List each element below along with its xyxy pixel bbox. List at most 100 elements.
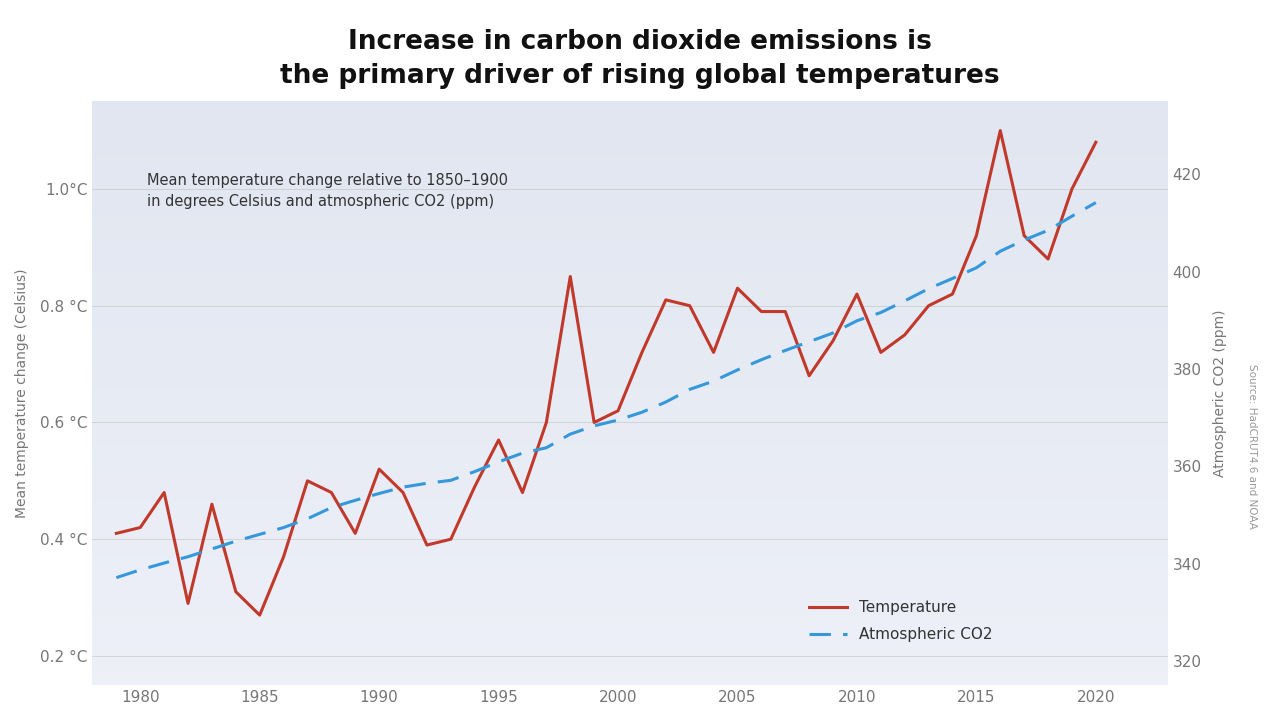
Bar bbox=[92, 405, 1167, 408]
Bar bbox=[92, 373, 1167, 376]
Bar bbox=[92, 504, 1167, 507]
Bar bbox=[92, 102, 1167, 104]
Bar bbox=[92, 379, 1167, 382]
Bar bbox=[92, 168, 1167, 171]
Bar bbox=[92, 143, 1167, 145]
Bar bbox=[92, 285, 1167, 288]
Bar bbox=[92, 318, 1167, 320]
Bar bbox=[92, 145, 1167, 148]
Bar bbox=[92, 633, 1167, 636]
Bar bbox=[92, 653, 1167, 656]
Bar bbox=[92, 467, 1167, 469]
Bar bbox=[92, 457, 1167, 460]
Bar bbox=[92, 125, 1167, 127]
Bar bbox=[92, 192, 1167, 195]
Bar bbox=[92, 166, 1167, 168]
Bar bbox=[92, 475, 1167, 478]
Bar bbox=[92, 639, 1167, 642]
Bar bbox=[92, 484, 1167, 487]
Bar bbox=[92, 256, 1167, 259]
Legend: Temperature, Atmospheric CO2: Temperature, Atmospheric CO2 bbox=[803, 594, 998, 648]
Bar bbox=[92, 423, 1167, 426]
Bar bbox=[92, 346, 1167, 349]
Bar bbox=[92, 665, 1167, 667]
Bar bbox=[92, 235, 1167, 238]
Bar bbox=[92, 104, 1167, 107]
Bar bbox=[92, 180, 1167, 183]
Bar bbox=[92, 238, 1167, 241]
Bar bbox=[92, 437, 1167, 440]
Bar bbox=[92, 495, 1167, 498]
Bar bbox=[92, 463, 1167, 467]
Bar bbox=[92, 487, 1167, 490]
Bar bbox=[92, 568, 1167, 571]
Bar bbox=[92, 451, 1167, 454]
Bar bbox=[92, 659, 1167, 662]
Bar bbox=[92, 460, 1167, 463]
Bar bbox=[92, 370, 1167, 373]
Bar bbox=[92, 271, 1167, 274]
Bar bbox=[92, 615, 1167, 618]
Bar bbox=[92, 127, 1167, 130]
Bar bbox=[92, 636, 1167, 639]
Bar bbox=[92, 341, 1167, 343]
Bar bbox=[92, 186, 1167, 189]
Bar bbox=[92, 195, 1167, 198]
Bar bbox=[92, 382, 1167, 384]
Bar bbox=[92, 215, 1167, 218]
Bar bbox=[92, 545, 1167, 548]
Bar bbox=[92, 154, 1167, 157]
Bar bbox=[92, 501, 1167, 504]
Bar bbox=[92, 589, 1167, 592]
Bar bbox=[92, 207, 1167, 210]
Bar bbox=[92, 367, 1167, 370]
Bar bbox=[92, 519, 1167, 522]
Bar bbox=[92, 244, 1167, 248]
Bar bbox=[92, 393, 1167, 396]
Bar bbox=[92, 592, 1167, 595]
Bar bbox=[92, 174, 1167, 177]
Bar bbox=[92, 288, 1167, 291]
Bar bbox=[92, 359, 1167, 361]
Bar bbox=[92, 294, 1167, 297]
Bar bbox=[92, 297, 1167, 300]
Bar bbox=[92, 396, 1167, 399]
Bar bbox=[92, 434, 1167, 437]
Bar bbox=[92, 443, 1167, 446]
Bar bbox=[92, 440, 1167, 443]
Bar bbox=[92, 248, 1167, 251]
Bar bbox=[92, 349, 1167, 352]
Bar bbox=[92, 116, 1167, 119]
Bar bbox=[92, 662, 1167, 665]
Bar bbox=[92, 647, 1167, 650]
Bar bbox=[92, 510, 1167, 513]
Bar bbox=[92, 300, 1167, 303]
Bar bbox=[92, 446, 1167, 449]
Text: Increase in carbon dioxide emissions is
the primary driver of rising global temp: Increase in carbon dioxide emissions is … bbox=[280, 29, 1000, 89]
Bar bbox=[92, 618, 1167, 621]
Bar bbox=[92, 122, 1167, 125]
Bar bbox=[92, 554, 1167, 557]
Bar bbox=[92, 356, 1167, 359]
Bar bbox=[92, 326, 1167, 329]
Bar bbox=[92, 490, 1167, 492]
Bar bbox=[92, 315, 1167, 318]
Bar bbox=[92, 171, 1167, 174]
Bar bbox=[92, 522, 1167, 525]
Bar bbox=[92, 595, 1167, 598]
Bar bbox=[92, 387, 1167, 390]
Bar bbox=[92, 119, 1167, 122]
Bar bbox=[92, 431, 1167, 434]
Bar bbox=[92, 320, 1167, 323]
Bar bbox=[92, 525, 1167, 528]
Bar bbox=[92, 140, 1167, 143]
Bar bbox=[92, 306, 1167, 309]
Bar bbox=[92, 673, 1167, 676]
Bar bbox=[92, 516, 1167, 519]
Bar bbox=[92, 609, 1167, 612]
Bar bbox=[92, 136, 1167, 140]
Bar bbox=[92, 559, 1167, 562]
Bar bbox=[92, 399, 1167, 402]
Bar bbox=[92, 411, 1167, 414]
Bar bbox=[92, 577, 1167, 580]
